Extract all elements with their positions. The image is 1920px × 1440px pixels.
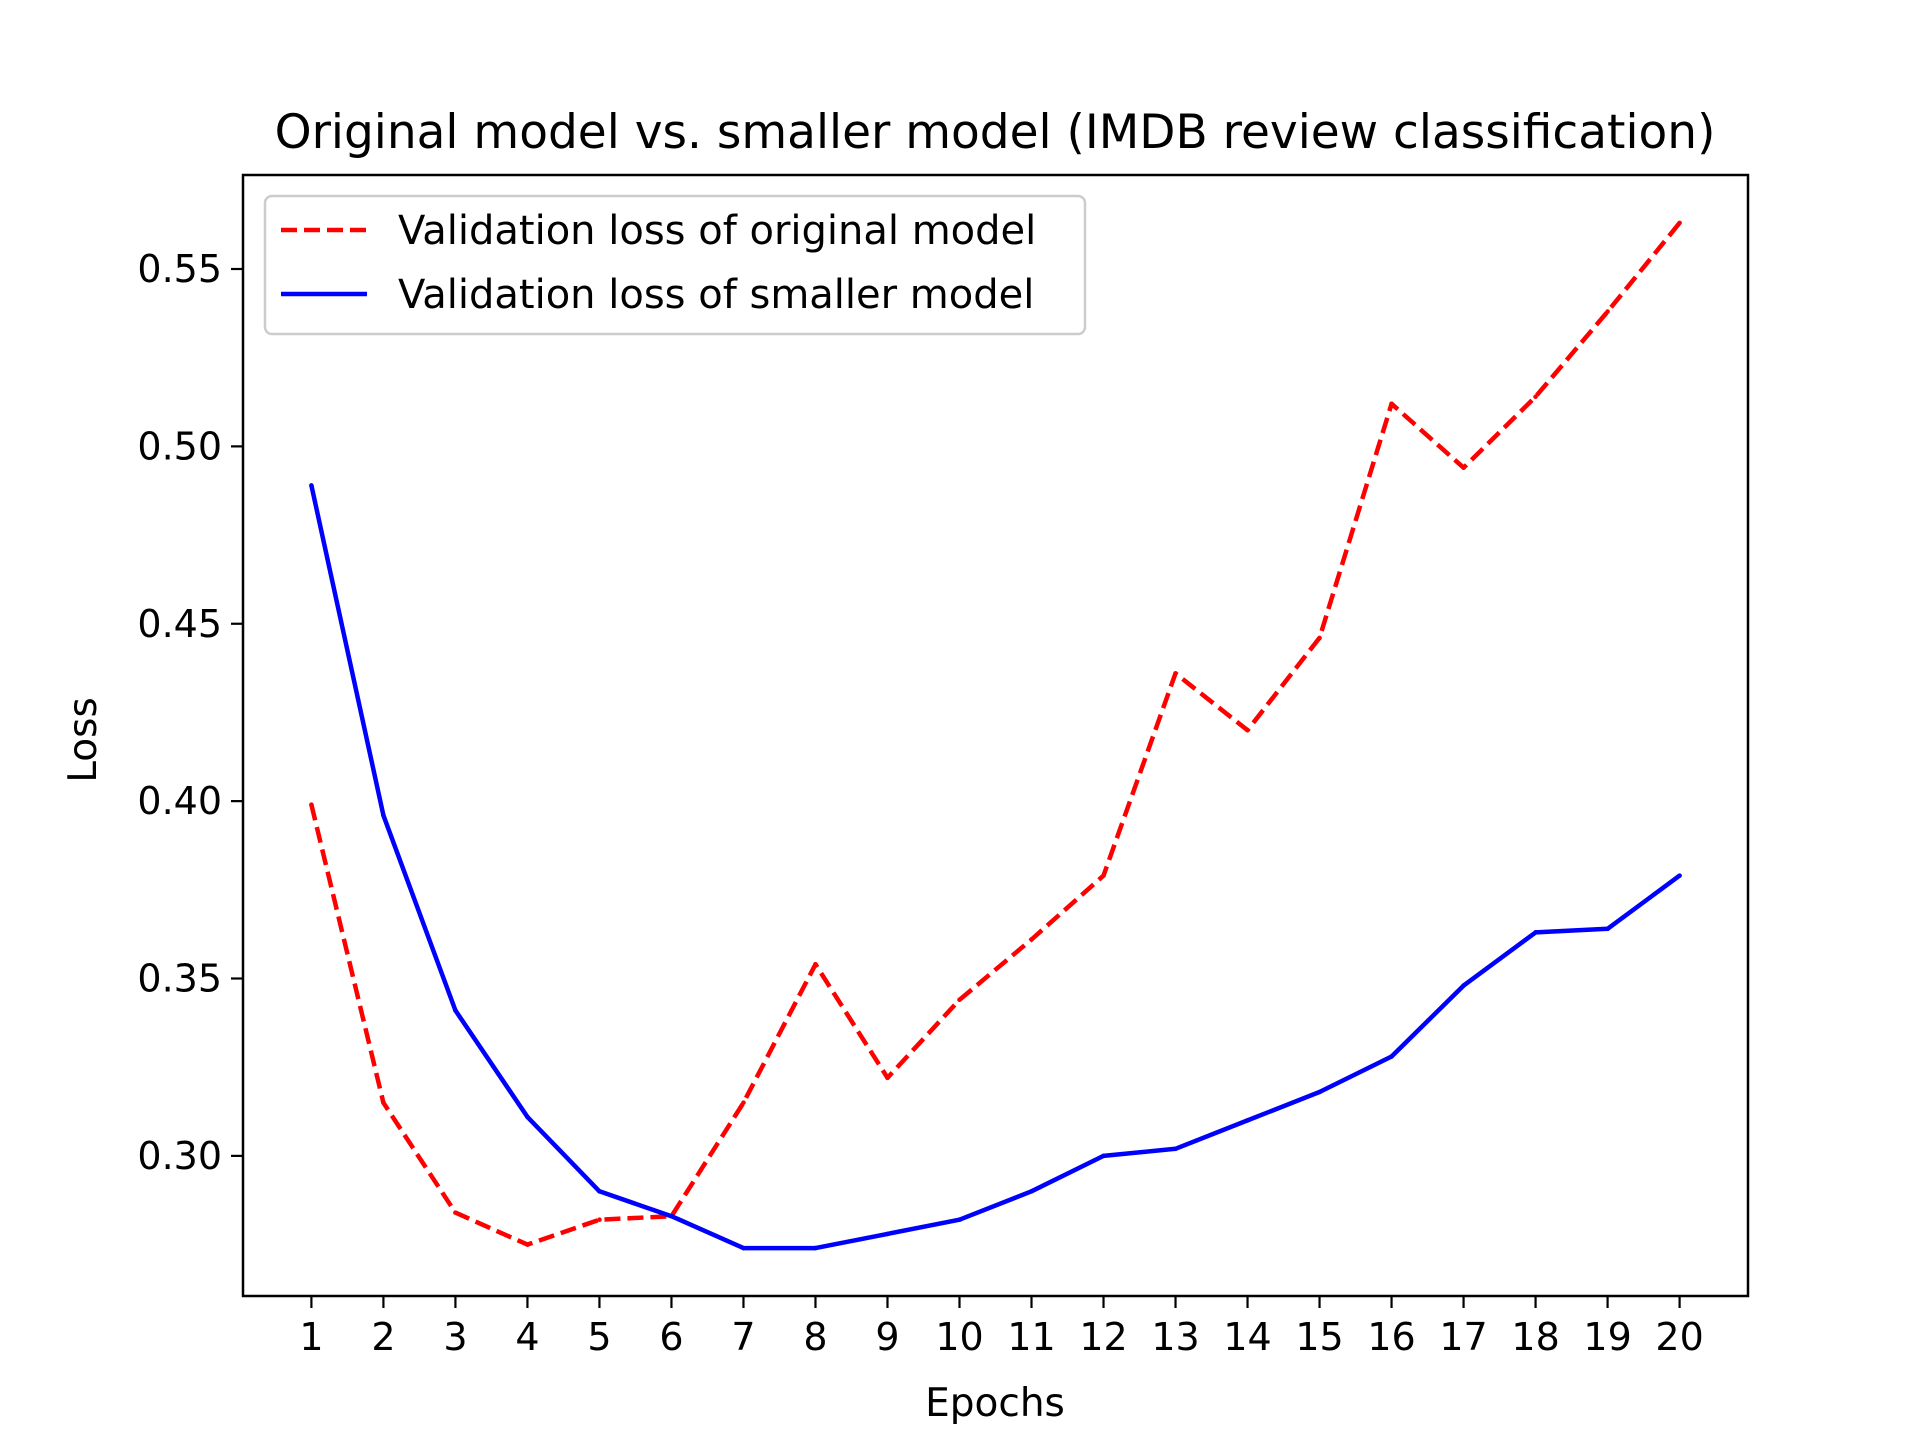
data-point-s0-x8 — [813, 962, 818, 967]
data-point-s1-x10 — [957, 1217, 962, 1223]
data-point-s0-x1 — [309, 802, 314, 807]
data-point-s1-x20 — [1677, 873, 1682, 878]
data-point-s0-x5 — [597, 1217, 602, 1223]
chart-title: Original model vs. smaller model (IMDB r… — [275, 105, 1716, 160]
x-tick-label-19: 19 — [1583, 1315, 1631, 1359]
y-tick-label-0.35: 0.35 — [137, 957, 222, 1001]
x-tick-label-6: 6 — [659, 1315, 683, 1359]
x-tick-label-20: 20 — [1655, 1315, 1703, 1359]
x-tick-label-15: 15 — [1295, 1315, 1343, 1359]
x-tick-label-7: 7 — [731, 1315, 755, 1359]
plot-frame — [241, 173, 1750, 1298]
data-point-s0-x10 — [957, 997, 962, 1003]
series-line-0 — [309, 221, 1682, 1247]
data-point-s1-x7 — [741, 1245, 746, 1251]
x-tick-label-3: 3 — [443, 1315, 467, 1359]
data-point-s0-x19 — [1605, 309, 1610, 314]
data-point-s0-x4 — [525, 1242, 530, 1247]
data-point-s1-x16 — [1389, 1054, 1394, 1059]
y-tick-label-0.30: 0.30 — [137, 1134, 222, 1178]
data-point-s0-x14 — [1245, 727, 1250, 733]
x-tick-label-18: 18 — [1511, 1315, 1559, 1359]
data-point-s1-x17 — [1461, 983, 1466, 988]
data-point-s1-x9 — [885, 1231, 890, 1237]
data-point-s0-x3 — [453, 1210, 458, 1215]
x-tick-label-11: 11 — [1007, 1315, 1055, 1359]
data-point-s0-x11 — [1029, 937, 1034, 942]
x-tick-label-12: 12 — [1079, 1315, 1127, 1359]
x-tick-label-2: 2 — [371, 1315, 395, 1359]
x-tick-label-1: 1 — [299, 1315, 323, 1359]
data-point-s1-x18 — [1533, 930, 1538, 935]
data-point-s0-x20 — [1677, 220, 1682, 226]
data-point-s1-x14 — [1245, 1118, 1250, 1123]
data-point-s0-x7 — [741, 1100, 746, 1105]
y-tick-label-0.45: 0.45 — [137, 602, 222, 646]
series-line-1 — [309, 484, 1681, 1251]
data-point-s1-x13 — [1173, 1146, 1178, 1152]
data-point-s1-x6 — [669, 1213, 674, 1219]
data-point-s0-x15 — [1317, 635, 1322, 641]
x-tick-label-8: 8 — [803, 1315, 827, 1359]
y-axis-label: Loss — [61, 697, 106, 783]
data-point-s1-x1 — [309, 483, 314, 488]
legend-box — [263, 194, 1087, 336]
x-axis-label: Epochs — [925, 1381, 1065, 1426]
legend-label-original: Validation loss of original model — [398, 208, 1036, 254]
x-tick-label-5: 5 — [587, 1315, 611, 1359]
data-point-s1-x5 — [597, 1189, 602, 1194]
x-tick-label-4: 4 — [515, 1315, 539, 1359]
data-point-s0-x13 — [1173, 671, 1178, 676]
data-point-s1-x8 — [813, 1245, 818, 1251]
data-point-s0-x2 — [381, 1100, 386, 1105]
data-point-s1-x4 — [525, 1114, 530, 1120]
x-tick-label-14: 14 — [1223, 1315, 1271, 1359]
data-point-s0-x12 — [1101, 873, 1106, 878]
x-tick-label-9: 9 — [875, 1315, 899, 1359]
data-point-s1-x3 — [453, 1008, 458, 1013]
legend-label-smaller: Validation loss of smaller model — [398, 272, 1034, 318]
data-point-s1-x19 — [1605, 926, 1610, 932]
legend: Validation loss of original model Valida… — [263, 194, 1087, 336]
x-tick-label-10: 10 — [935, 1315, 983, 1359]
y-tick-label-0.40: 0.40 — [137, 779, 222, 823]
data-point-s0-x9 — [885, 1075, 890, 1081]
y-tick-label-0.55: 0.55 — [137, 247, 222, 291]
data-point-s0-x16 — [1389, 401, 1394, 407]
x-tick-label-13: 13 — [1151, 1315, 1199, 1359]
y-tick-label-0.50: 0.50 — [137, 424, 222, 468]
data-point-s1-x15 — [1317, 1089, 1322, 1095]
data-point-s1-x11 — [1029, 1189, 1034, 1194]
data-point-s0-x18 — [1533, 394, 1538, 400]
data-point-s1-x2 — [381, 813, 386, 818]
data-point-s1-x12 — [1101, 1153, 1106, 1159]
x-tick-label-17: 17 — [1439, 1315, 1487, 1359]
x-tick-label-16: 16 — [1367, 1315, 1415, 1359]
data-point-s0-x17 — [1461, 465, 1466, 470]
